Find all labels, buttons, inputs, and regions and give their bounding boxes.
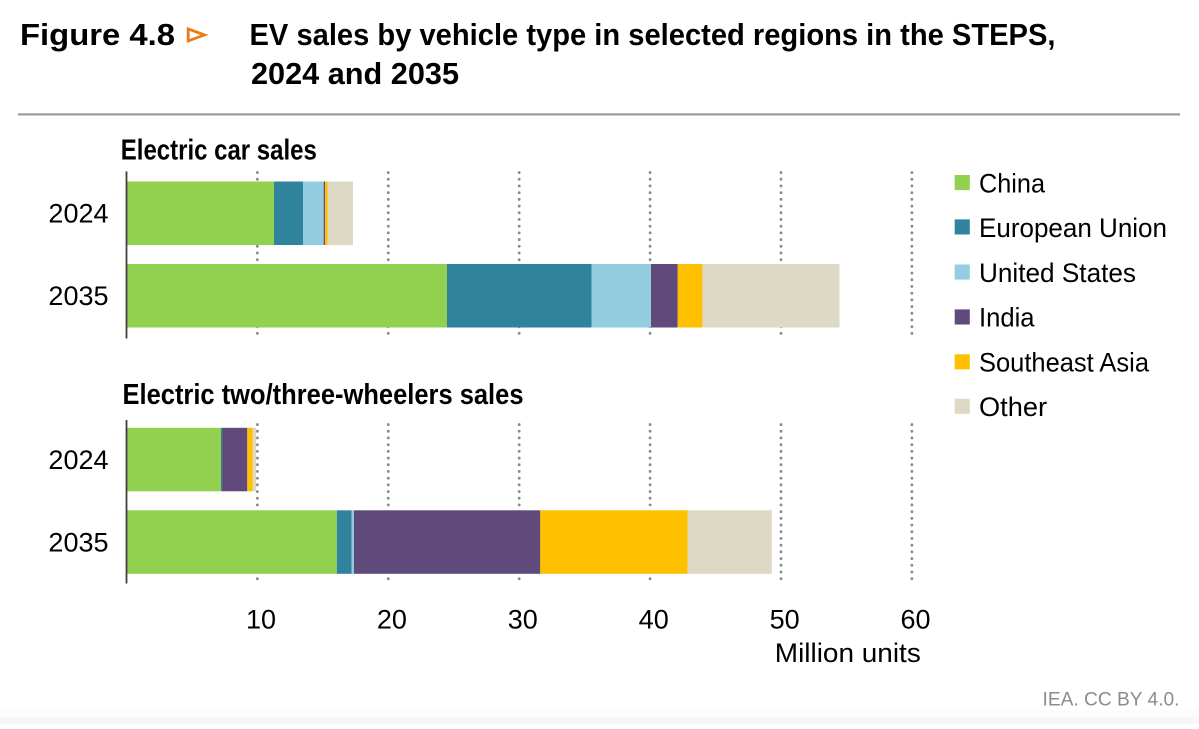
svg-text:Million units: Million units xyxy=(775,638,921,668)
svg-text:2024: 2024 xyxy=(48,445,108,475)
svg-text:10: 10 xyxy=(246,605,276,635)
svg-text:50: 50 xyxy=(770,605,800,635)
svg-text:India: India xyxy=(979,303,1035,333)
svg-text:Electric car sales: Electric car sales xyxy=(121,134,317,166)
svg-text:European Union: European Union xyxy=(979,213,1167,243)
svg-text:Southeast Asia: Southeast Asia xyxy=(979,348,1150,378)
svg-text:Electric two/three-wheelers sa: Electric two/three-wheelers sales xyxy=(123,379,524,411)
svg-text:2024: 2024 xyxy=(48,199,108,229)
svg-text:Other: Other xyxy=(979,392,1047,422)
svg-text:Figure 4.8: Figure 4.8 xyxy=(20,17,175,52)
svg-text:30: 30 xyxy=(508,605,538,635)
svg-text:United States: United States xyxy=(979,258,1136,288)
svg-text:40: 40 xyxy=(639,605,669,635)
svg-text:2035: 2035 xyxy=(48,281,108,311)
svg-text:China: China xyxy=(979,168,1046,198)
svg-text:EV sales by vehicle type in se: EV sales by vehicle type in selected reg… xyxy=(250,17,1056,52)
svg-text:IEA. CC BY 4.0.: IEA. CC BY 4.0. xyxy=(1043,688,1180,710)
svg-text:2035: 2035 xyxy=(48,528,108,558)
svg-text:60: 60 xyxy=(900,605,930,635)
svg-text:20: 20 xyxy=(377,605,407,635)
svg-text:2024 and 2035: 2024 and 2035 xyxy=(251,56,459,91)
